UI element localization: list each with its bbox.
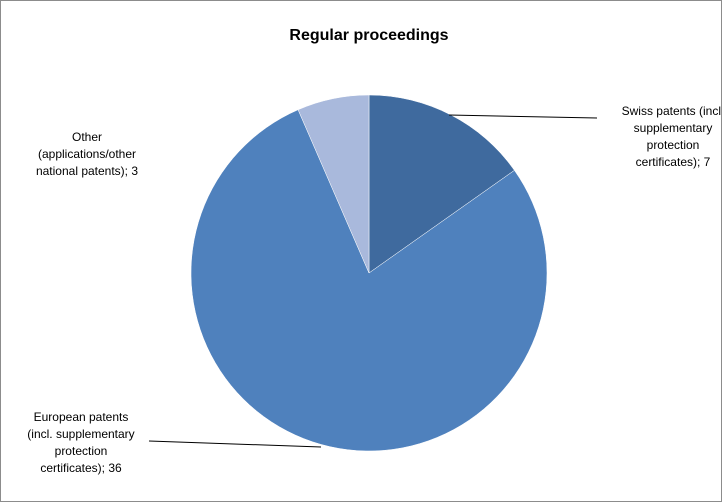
chart-title: Regular proceedings [289, 27, 448, 44]
slice-label-line: national patents); 3 [36, 164, 138, 178]
slice-label-line: Other [72, 130, 102, 144]
slice-label-swiss: Swiss patents (incl. supplementary protect… [622, 104, 721, 169]
slice-label-line: Swiss patents (incl. [622, 104, 721, 118]
slice-label-line: protection [55, 444, 108, 458]
slice-label-line: (incl. supplementary [27, 427, 134, 441]
leader-line-european [148, 440, 322, 448]
slice-label-line: supplementary [634, 121, 713, 135]
leader-line-swiss [448, 114, 598, 119]
leader-lines [148, 114, 598, 448]
pie-slices [190, 94, 548, 452]
slice-label-european: European patents (incl. supplementary prot… [27, 410, 134, 475]
slice-label-line: certificates); 7 [636, 155, 711, 169]
slice-label-line: certificates); 36 [40, 461, 122, 475]
slice-labels: Swiss patents (incl. supplementary protect… [27, 104, 721, 475]
slice-label-other: Other (applications/other national patents… [36, 130, 138, 178]
slice-label-line: European patents [34, 410, 129, 424]
pie-slice-european [190, 109, 548, 452]
slice-label-line: protection [647, 138, 700, 152]
pie-slice-other [297, 94, 370, 274]
slice-label-line: (applications/other [38, 147, 136, 161]
